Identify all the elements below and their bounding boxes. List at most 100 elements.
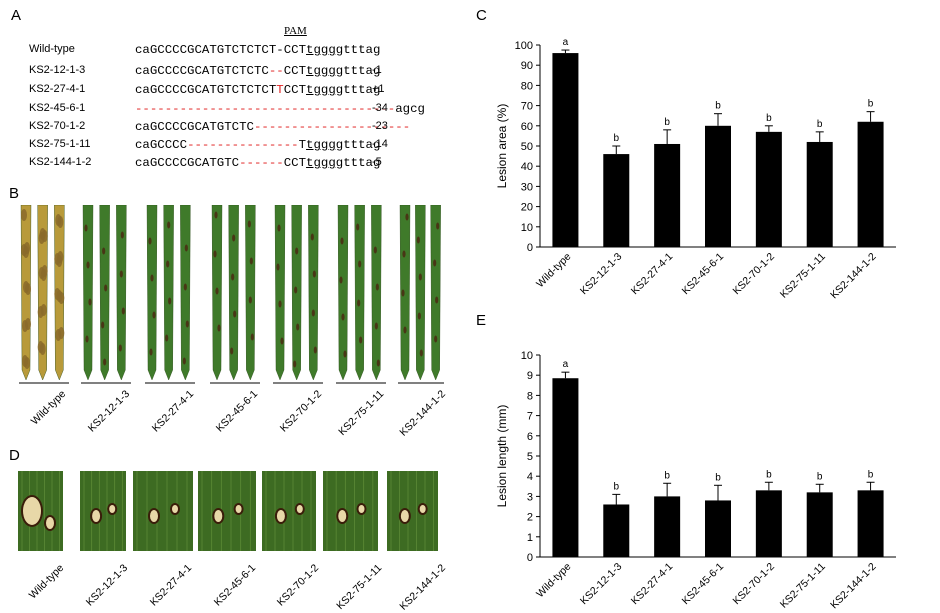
lesion-spot [184, 244, 188, 252]
photo-label: KS2-12-1-3 [84, 562, 131, 609]
lesion-spot [102, 247, 106, 255]
sequence-segment: agcg [395, 102, 425, 116]
lesion-spot [213, 250, 217, 258]
sequence-segment: tggg [306, 138, 336, 152]
significance-label: b [614, 133, 620, 144]
lesion-spot [121, 307, 125, 315]
lesion-spot [168, 297, 172, 305]
leaf [82, 205, 94, 381]
lesion-spot [343, 350, 347, 358]
lesion-spot [310, 233, 314, 241]
lesion-photo-panel [18, 471, 438, 551]
leaf [146, 205, 158, 381]
x-tick-label: KS2-12-1-3 [578, 561, 625, 608]
bar [705, 500, 731, 557]
photo-label: KS2-45-6-1 [212, 562, 259, 609]
sequence-change: -14 [372, 138, 388, 150]
y-tick-label: 8 [527, 390, 533, 402]
bar [705, 125, 731, 247]
leaf-segment [387, 471, 438, 551]
lesion-area-chart: 0 10 20 30 40 50 60 70 80 90 100 Lesion area (%) a Wi… [495, 37, 896, 300]
pam-label: PAM [284, 25, 307, 37]
lesion-spot [58, 327, 65, 339]
sequence-segment: tggg [306, 83, 336, 97]
sequence-segment: CCT [283, 83, 307, 97]
lesion-closeup [262, 471, 316, 551]
lesion-spot [373, 246, 377, 254]
significance-label: b [817, 119, 823, 130]
bar [603, 504, 630, 557]
lesion-spot [166, 260, 170, 268]
bar [552, 378, 579, 557]
lesion-spot [230, 347, 234, 355]
photo-label: KS2-144-1-2 [397, 562, 449, 613]
lesion-spot [247, 220, 251, 228]
sequence-name: KS2-12-1-3 [29, 64, 86, 76]
lesion-center [358, 505, 365, 513]
lesion-spot [376, 359, 380, 367]
lesion-center [92, 510, 101, 522]
y-tick-label: 10 [521, 222, 533, 234]
lesion-center [419, 505, 426, 513]
leaf [308, 205, 319, 381]
leaf [163, 205, 174, 381]
bar [603, 154, 630, 247]
leaf [337, 205, 349, 381]
leaf-segment [262, 471, 316, 551]
leaf-segment [80, 471, 126, 551]
x-tick-label: KS2-144-1-2 [828, 561, 879, 610]
sequence-text: caGCCCC---------------Ttggggtttag [135, 138, 380, 152]
leaf [116, 205, 127, 381]
leaf [415, 205, 426, 381]
significance-label: a [563, 359, 569, 370]
lesion-spot [185, 320, 189, 328]
sequence-segment: tggg [306, 156, 336, 170]
lesion-spot [419, 349, 423, 357]
y-tick-label: 40 [521, 161, 533, 173]
panel-label-e: E [476, 312, 487, 329]
lesion-spot [277, 224, 281, 232]
sequence-segment: --------------------- [253, 120, 411, 134]
lesion-spot [358, 260, 362, 268]
y-tick-label: 3 [527, 491, 533, 503]
leaf-group [19, 205, 69, 384]
sequence-segment: caGCCCCGCATGTCTCTCT [135, 83, 277, 97]
lesion-center [338, 510, 347, 522]
lesion-center [235, 505, 242, 513]
significance-label: a [563, 37, 569, 48]
bar [654, 496, 681, 557]
sequence-name: Wild-type [29, 43, 75, 55]
sequence-segment: CCT [283, 156, 307, 170]
lesion-spot [182, 357, 186, 365]
sequence-segment: gtttag [335, 64, 381, 78]
lesion-spot [248, 296, 252, 304]
lesion-spot [25, 318, 31, 330]
lesion-spot [434, 335, 438, 343]
lesion-spot [341, 313, 345, 321]
lesion-spot [54, 288, 61, 300]
lesion-spot [416, 236, 420, 244]
leaf [180, 205, 191, 381]
sequence-change: -5 [372, 156, 382, 168]
sequence-segment: ------ [239, 156, 284, 170]
leaf [245, 205, 256, 381]
x-tick-label: Wild-type [534, 251, 574, 291]
lesion-spot [150, 274, 154, 282]
lesion-spot [294, 286, 298, 294]
lesion-center [276, 510, 285, 522]
sequence-segment: T [298, 138, 307, 152]
lesion-spot [417, 312, 421, 320]
lesion-spot [405, 213, 409, 221]
lesion-spot [311, 309, 315, 317]
y-tick-label: 20 [521, 202, 533, 214]
lesion-spot [86, 261, 90, 269]
sequence-segment: tggg [306, 43, 336, 57]
x-tick-label: KS2-45-6-1 [680, 561, 727, 608]
leaf-segment [133, 471, 193, 551]
y-axis-label: Lesion length (mm) [495, 405, 509, 508]
lesion-spot [296, 323, 300, 331]
sequence-row: KS2-27-4-1 caGCCCCGCATGTCTCTCTTCCTtggggtt… [0, 83, 600, 99]
sequence-name: KS2-75-1-11 [29, 138, 91, 150]
photo-label: KS2-27-4-1 [148, 562, 195, 609]
sequence-segment: ----------------------------------- [135, 102, 396, 116]
